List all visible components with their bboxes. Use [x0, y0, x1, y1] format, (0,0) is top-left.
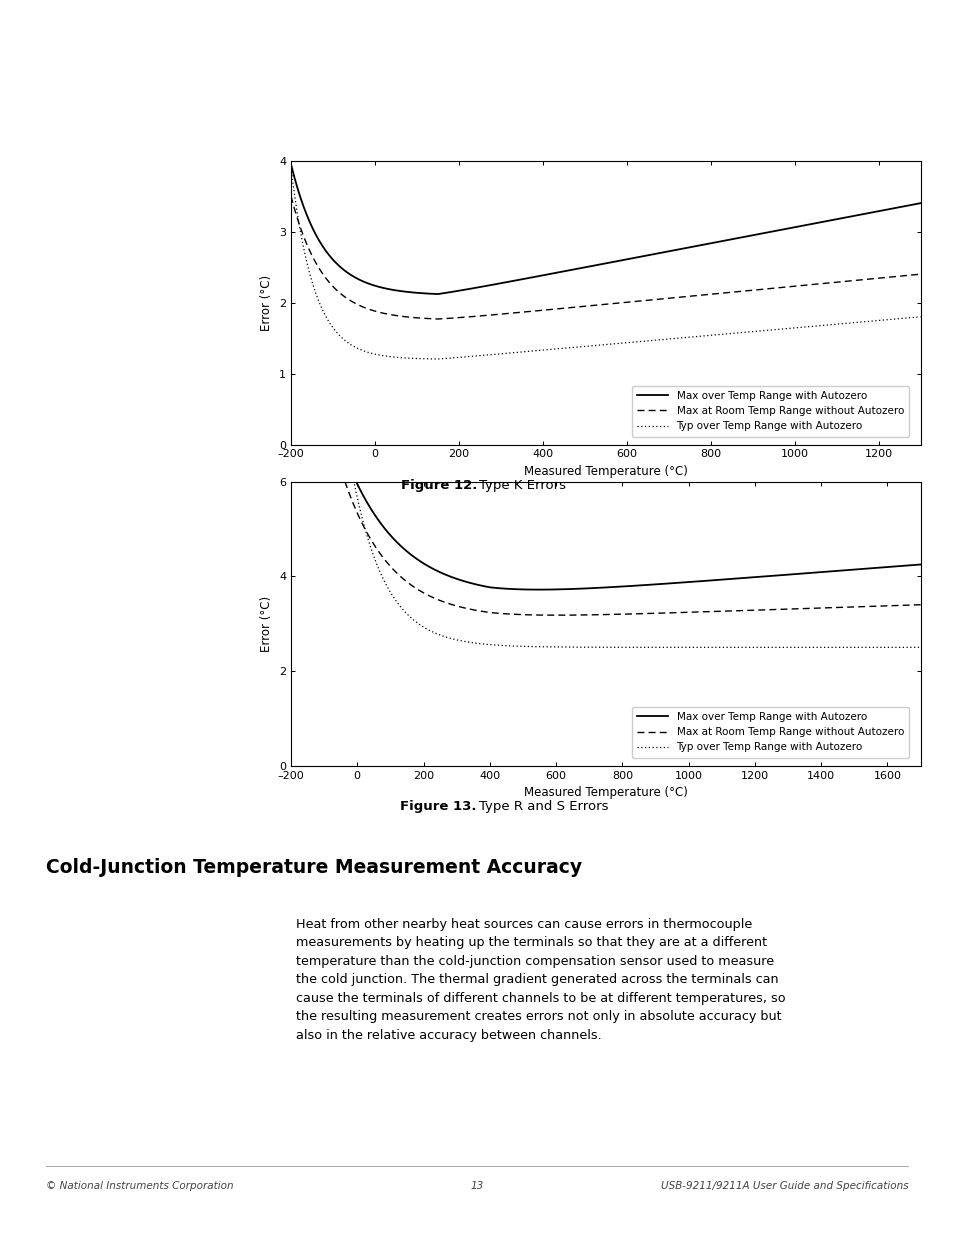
Legend: Max over Temp Range with Autozero, Max at Room Temp Range without Autozero, Typ : Max over Temp Range with Autozero, Max a…	[631, 706, 908, 757]
Text: Heat from other nearby heat sources can cause errors in thermocouple
measurement: Heat from other nearby heat sources can …	[295, 918, 784, 1041]
Text: USB-9211/9211A User Guide and Specifications: USB-9211/9211A User Guide and Specificat…	[659, 1181, 907, 1191]
Y-axis label: Error (°C): Error (°C)	[260, 274, 274, 331]
Text: © National Instruments Corporation: © National Instruments Corporation	[46, 1181, 233, 1191]
Text: 13: 13	[470, 1181, 483, 1191]
Text: Cold-Junction Temperature Measurement Accuracy: Cold-Junction Temperature Measurement Ac…	[46, 858, 581, 877]
X-axis label: Measured Temperature (°C): Measured Temperature (°C)	[523, 787, 687, 799]
X-axis label: Measured Temperature (°C): Measured Temperature (°C)	[523, 466, 687, 478]
Text: Type R and S Errors: Type R and S Errors	[478, 800, 608, 814]
Y-axis label: Error (°C): Error (°C)	[260, 595, 274, 652]
Text: Figure 12.: Figure 12.	[400, 479, 476, 493]
Text: Figure 13.: Figure 13.	[400, 800, 476, 814]
Text: Type K Errors: Type K Errors	[478, 479, 565, 493]
Legend: Max over Temp Range with Autozero, Max at Room Temp Range without Autozero, Typ : Max over Temp Range with Autozero, Max a…	[631, 385, 908, 436]
